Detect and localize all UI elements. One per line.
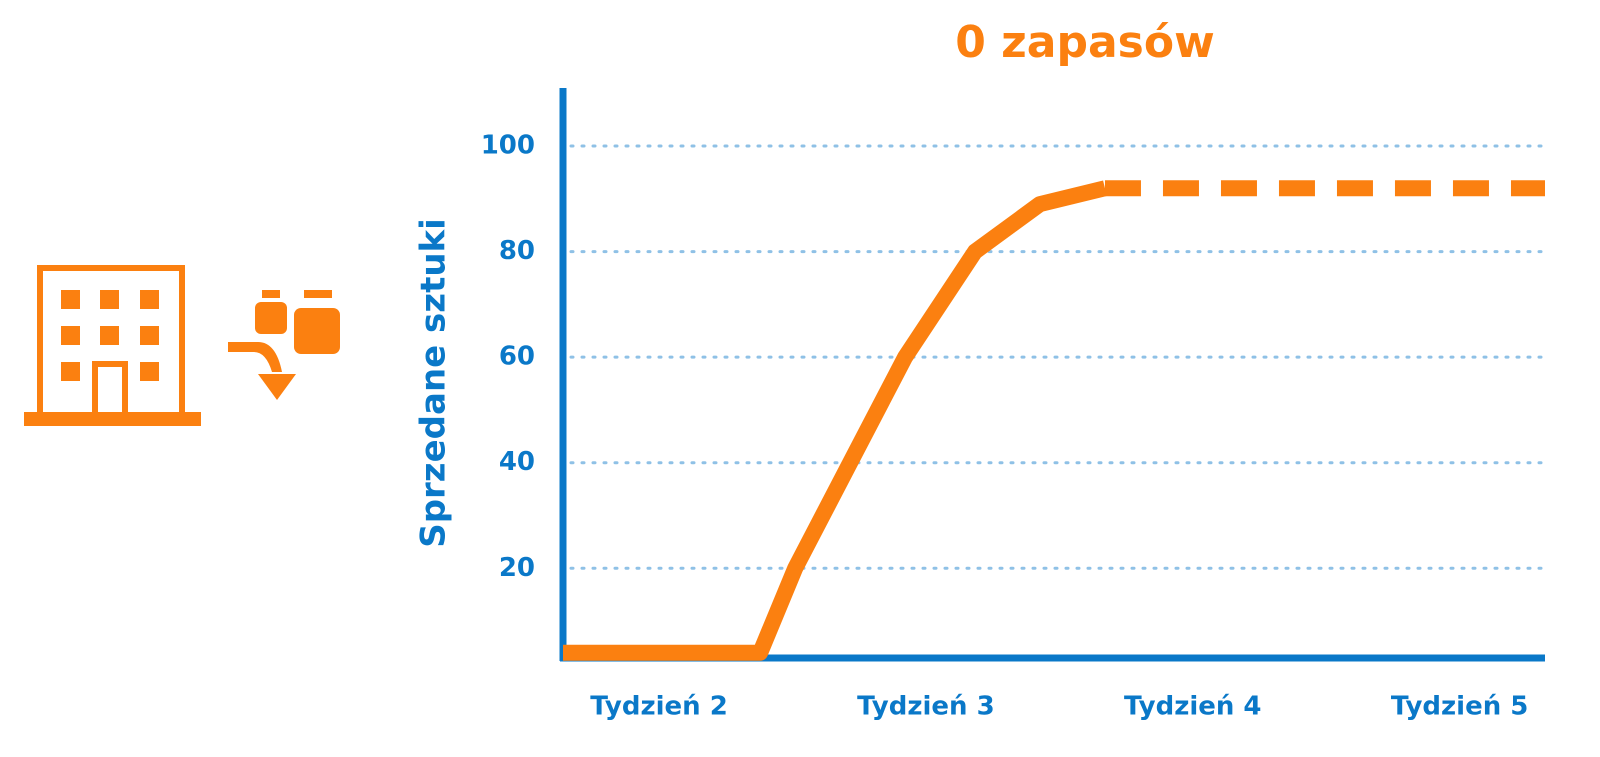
chart-title: 0 zapasów	[955, 17, 1215, 68]
x-tick-label: Tydzień 4	[1124, 692, 1262, 722]
shipping-icon	[228, 290, 340, 400]
y-tick-label: 80	[499, 236, 535, 266]
y-tick-label: 40	[499, 447, 535, 477]
line	[563, 180, 1107, 661]
y-axis-label: Sprzedane sztuki	[414, 218, 454, 548]
x-tick-label: Tydzień 5	[1391, 692, 1529, 722]
factory-icon	[24, 265, 201, 426]
y-tick-label: 60	[499, 342, 535, 372]
y-tick-label: 100	[481, 131, 535, 161]
x-tick-label: Tydzień 3	[857, 692, 995, 722]
x-tick-label: Tydzień 2	[590, 692, 728, 722]
y-tick-label: 20	[499, 553, 535, 583]
